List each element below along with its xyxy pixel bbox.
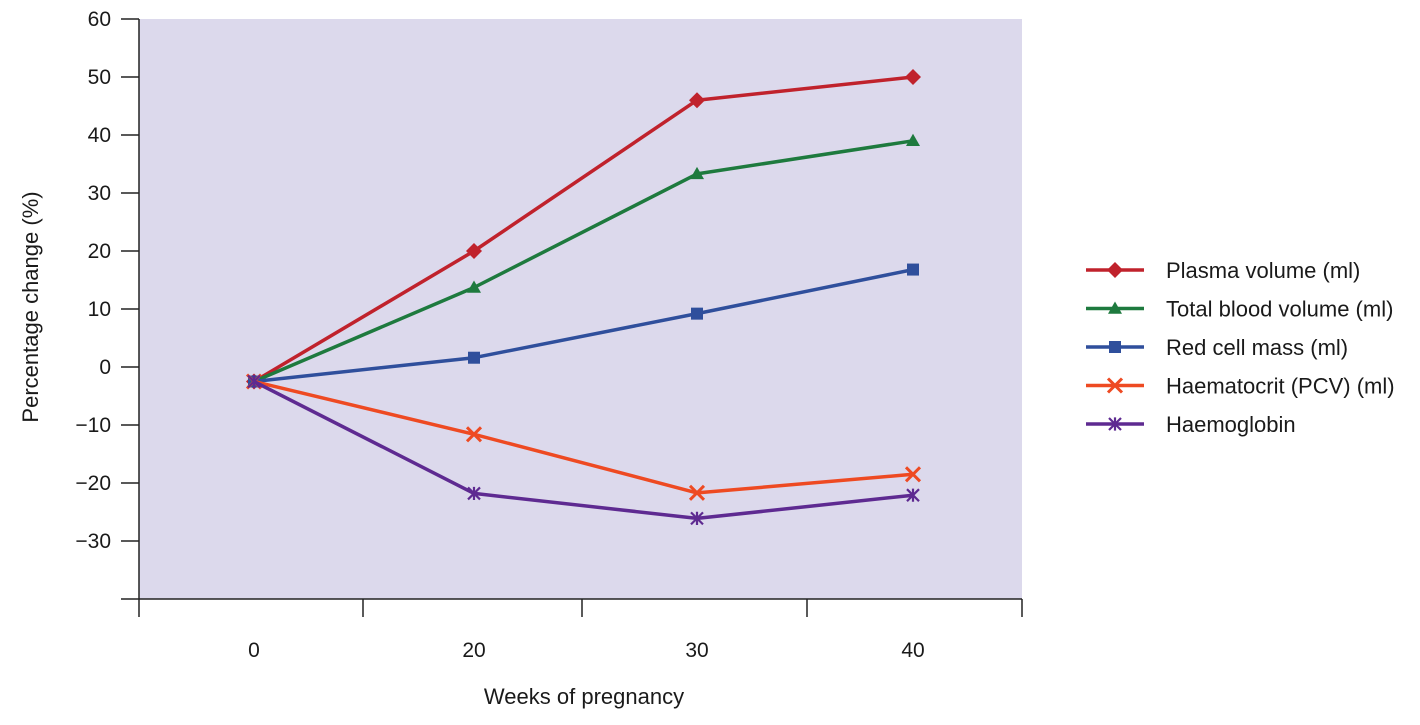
data-point (690, 166, 704, 180)
y-tick-label: 10 (88, 298, 111, 321)
data-point (689, 92, 705, 109)
data-point (467, 486, 481, 501)
series-line (253, 75, 914, 384)
legend-swatch-marker (1108, 301, 1122, 314)
y-tick-label: 30 (88, 182, 111, 205)
data-point (465, 426, 483, 443)
x-axis-title: Weeks of pregnancy (484, 684, 684, 709)
x-tick-label: 20 (462, 639, 485, 662)
data-point (907, 263, 919, 276)
series-5 (247, 374, 920, 526)
legend-label: Haemoglobin (1166, 412, 1296, 437)
legend-item: Plasma volume (ml) (1086, 258, 1360, 283)
legend-label: Red cell mass (ml) (1166, 335, 1348, 360)
data-point (691, 307, 703, 320)
data-point (905, 69, 921, 85)
plot-area (139, 19, 1022, 599)
y-tick-label: −30 (75, 530, 111, 553)
x-tick-label: 40 (901, 639, 924, 662)
data-point (468, 351, 480, 364)
series-layer (245, 69, 922, 526)
data-point (467, 280, 481, 293)
legend-swatch-marker (1107, 262, 1123, 278)
y-tick-label: −10 (75, 414, 111, 437)
legend-swatch-marker (1108, 417, 1122, 431)
data-point (466, 243, 482, 259)
data-point (247, 374, 261, 389)
y-axis-title: Percentage change (%) (18, 191, 43, 422)
legend-label: Total blood volume (ml) (1166, 297, 1393, 322)
series-line (253, 139, 914, 384)
legend-label: Plasma volume (ml) (1166, 258, 1360, 283)
legend-swatch-marker (1109, 341, 1121, 353)
legend-swatch-marker (1106, 377, 1124, 394)
legend-label: Haematocrit (PCV) (ml) (1166, 374, 1395, 399)
legend-item: Red cell mass (ml) (1086, 335, 1348, 360)
y-tick-label: 50 (88, 66, 111, 89)
axes-layer: 60 50 40 30 20 10 0 −10 −20 −30 0 20 30 40 (75, 8, 1023, 662)
data-point (906, 488, 920, 502)
series-line (253, 379, 914, 521)
legend-item: Haemoglobin (1086, 412, 1296, 437)
x-tick-label: 30 (685, 639, 708, 662)
data-point (906, 133, 920, 147)
series-line (253, 267, 914, 384)
y-tick-label: 20 (88, 240, 111, 263)
legend-item: Haematocrit (PCV) (ml) (1086, 374, 1395, 399)
data-point (690, 511, 704, 526)
data-point (688, 484, 706, 501)
y-tick-label: −20 (75, 472, 111, 495)
x-tick-label: 0 (248, 639, 260, 662)
series-line (253, 379, 914, 495)
data-point (904, 466, 922, 483)
legend: Plasma volume (ml) Total blood volume (ml… (1086, 258, 1395, 437)
y-tick-label: 0 (99, 356, 111, 379)
y-tick-label: 60 (88, 8, 111, 31)
legend-item: Total blood volume (ml) (1086, 297, 1393, 322)
y-tick-label: 40 (88, 124, 111, 147)
